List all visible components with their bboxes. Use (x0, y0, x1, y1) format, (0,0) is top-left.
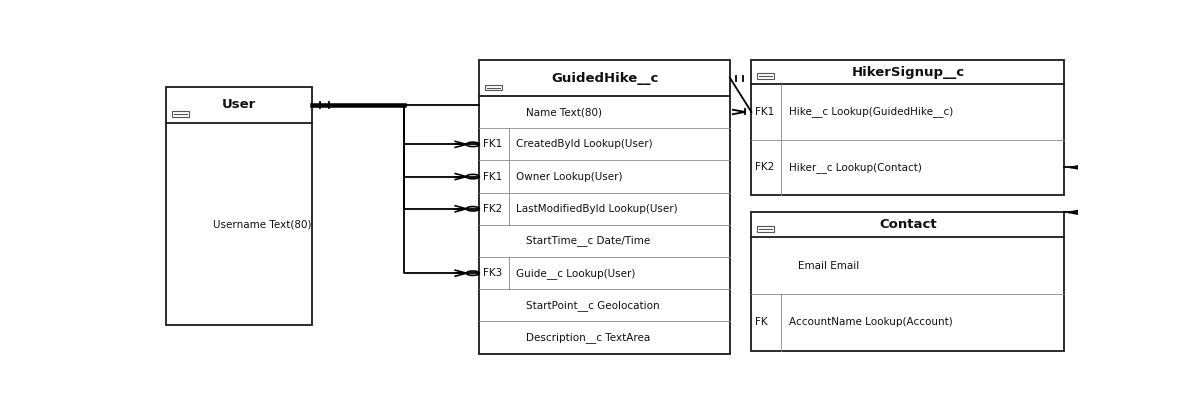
Text: Hiker__c Lookup(Contact): Hiker__c Lookup(Contact) (788, 162, 921, 173)
Text: Hike__c Lookup(GuidedHike__c): Hike__c Lookup(GuidedHike__c) (788, 106, 952, 118)
Text: HikerSignup__c: HikerSignup__c (852, 66, 964, 79)
Text: Name Text(80): Name Text(80) (526, 107, 601, 117)
Bar (757, 226, 774, 232)
Text: Username Text(80): Username Text(80) (213, 219, 311, 229)
Bar (751, 212, 1064, 350)
Text: FK1: FK1 (755, 107, 774, 117)
Bar (751, 60, 1064, 195)
Text: LastModifiedById Lookup(User): LastModifiedById Lookup(User) (516, 204, 678, 214)
Text: FK1: FK1 (483, 172, 502, 182)
Bar (479, 60, 730, 354)
Text: AccountName Lookup(Account): AccountName Lookup(Account) (788, 317, 952, 327)
Text: CreatedById Lookup(User): CreatedById Lookup(User) (516, 140, 653, 149)
Text: User: User (222, 98, 256, 111)
Text: Owner Lookup(User): Owner Lookup(User) (516, 172, 623, 182)
Text: GuidedHike__c: GuidedHike__c (551, 71, 659, 84)
Text: StartTime__c Date/Time: StartTime__c Date/Time (526, 235, 651, 246)
Text: StartPoint__c Geolocation: StartPoint__c Geolocation (526, 300, 659, 311)
Bar (485, 85, 502, 91)
Text: Contact: Contact (879, 218, 937, 231)
Text: FK: FK (755, 317, 768, 327)
Text: FK2: FK2 (483, 204, 502, 214)
Text: FK1: FK1 (483, 140, 502, 149)
Text: FK3: FK3 (483, 268, 502, 278)
Bar (173, 111, 189, 117)
Text: FK2: FK2 (755, 162, 774, 172)
Bar (757, 73, 774, 79)
Text: Guide__c Lookup(User): Guide__c Lookup(User) (516, 268, 636, 279)
Bar (167, 86, 313, 326)
Text: Description__c TextArea: Description__c TextArea (526, 332, 651, 343)
Text: Email Email: Email Email (798, 261, 859, 271)
